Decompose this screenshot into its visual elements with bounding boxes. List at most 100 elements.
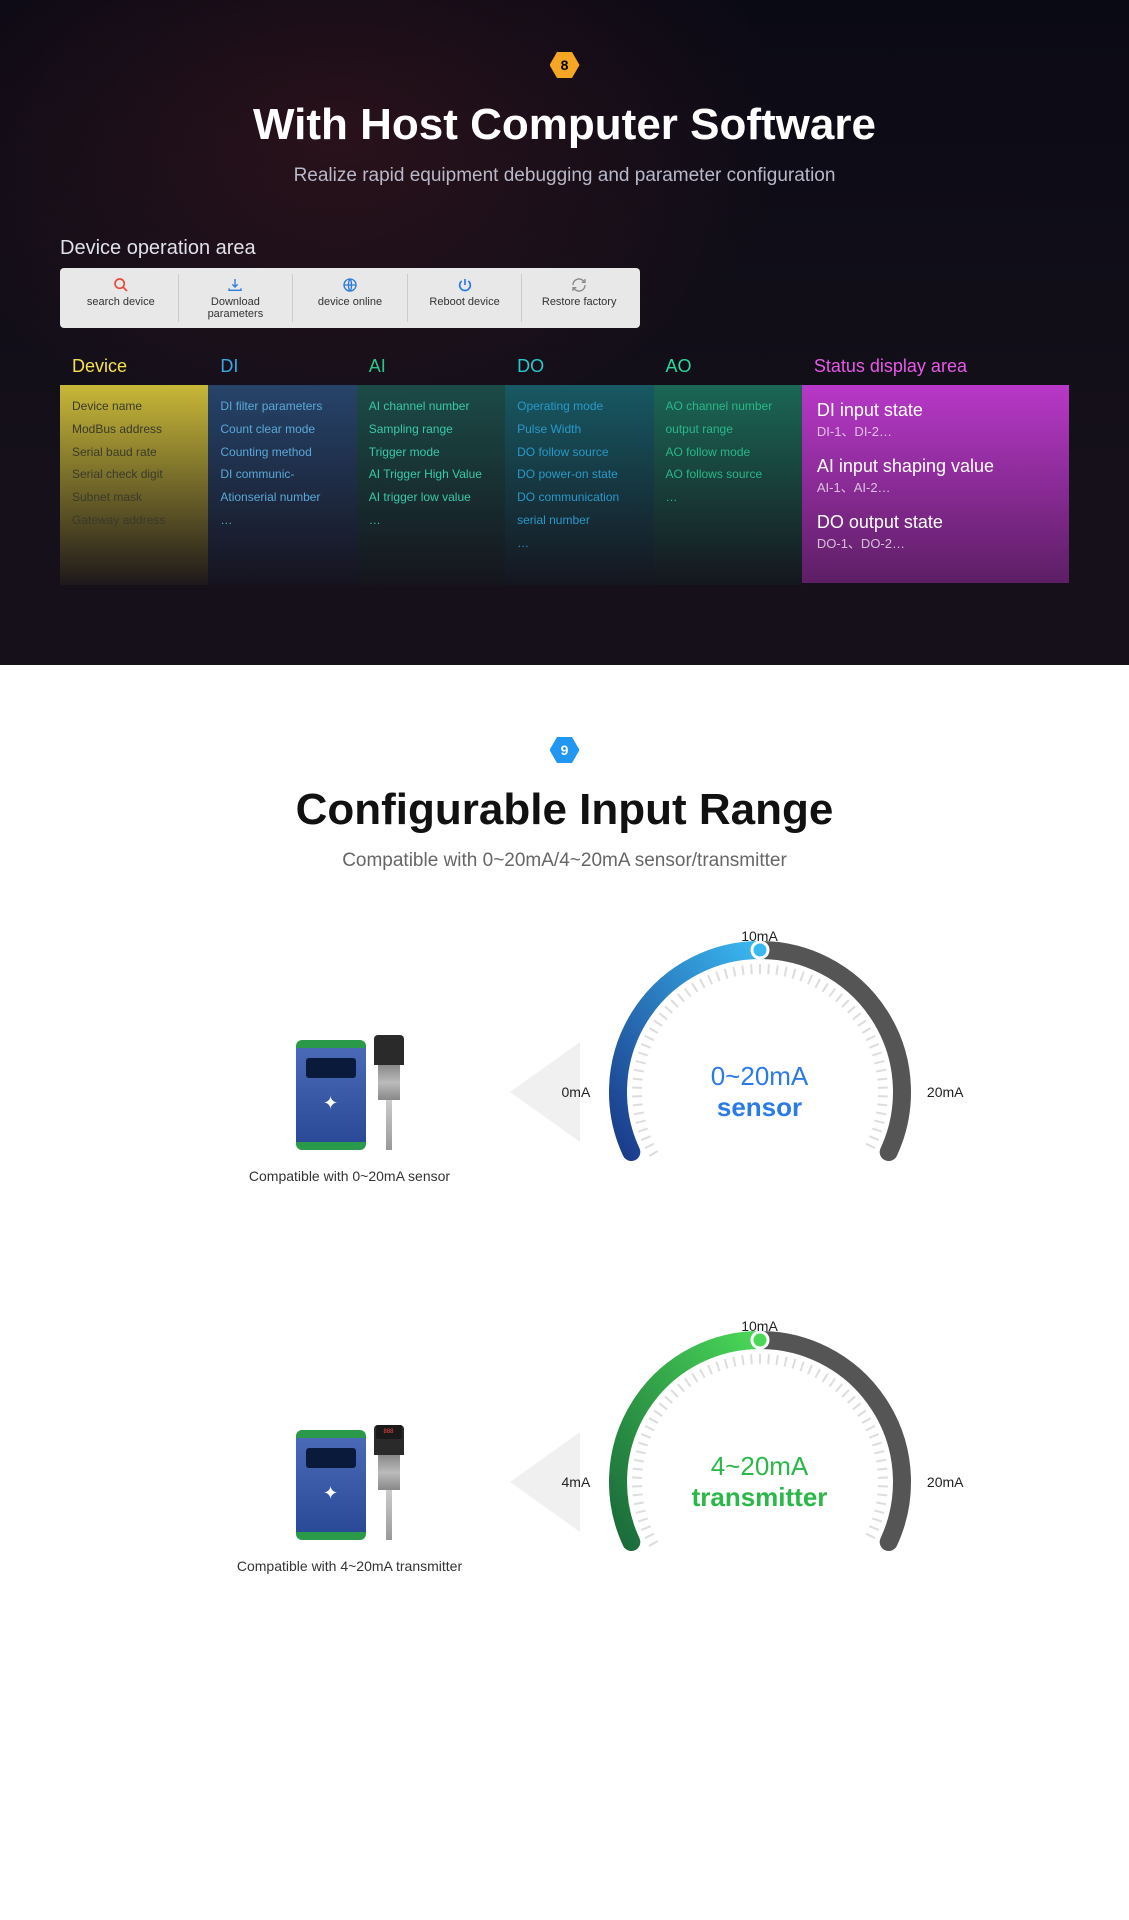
gauge-top-label: 10mA — [741, 928, 778, 944]
param-item: Ationserial number — [220, 486, 344, 509]
param-item: … — [72, 532, 196, 555]
param-item: DO power-on state — [517, 463, 641, 486]
param-item: … — [369, 509, 493, 532]
column-body: AI channel numberSampling rangeTrigger m… — [357, 385, 505, 585]
param-item: Device name — [72, 395, 196, 418]
status-sub: AI-1、AI-2… — [817, 477, 1054, 496]
param-item: AI Trigger High Value — [369, 463, 493, 486]
section-9-subtitle: Compatible with 0~20mA/4~20mA sensor/tra… — [60, 850, 1069, 872]
column-do: DO Operating modePulse WidthDO follow so… — [505, 348, 653, 585]
param-item: Gateway address — [72, 509, 196, 532]
gauge-row-0: Compatible with 0~20mA sensor 0~20mA sen… — [60, 932, 1069, 1252]
gauge-left-label: 0mA — [562, 1084, 591, 1100]
column-ao: AO AO channel numberoutput rangeAO follo… — [654, 348, 802, 585]
refresh-icon — [526, 276, 632, 294]
sensor-graphic — [374, 1035, 404, 1150]
param-item: DI communic- — [220, 463, 344, 486]
param-item: DO communication — [517, 486, 641, 509]
status-header: Status display area — [802, 348, 1069, 385]
column-di: DI DI filter parametersCount clear modeC… — [208, 348, 356, 585]
device-block: Compatible with 0~20mA sensor — [210, 1000, 490, 1184]
toolbar-search-button[interactable]: search device — [64, 274, 179, 322]
gauge-center-label: 4~20mA transmitter — [692, 1451, 828, 1513]
param-item: AO follow mode — [666, 441, 790, 464]
column-header: Device — [60, 348, 208, 385]
gauge-right-label: 20mA — [927, 1084, 964, 1100]
gauge: 4~20mA transmitter 10mA 4mA 20mA — [600, 1322, 920, 1642]
transmitter-graphic: 888 — [374, 1423, 404, 1540]
power-icon — [412, 276, 518, 294]
param-item: serial number — [517, 509, 641, 532]
param-item: AI trigger low value — [369, 486, 493, 509]
gauge-type: sensor — [711, 1092, 809, 1123]
gauge-range: 0~20mA — [711, 1061, 809, 1092]
column-header: AI — [357, 348, 505, 385]
param-item: Operating mode — [517, 395, 641, 418]
status-display-column: Status display area DI input stateDI-1、D… — [802, 348, 1069, 585]
toolbar-label: device online — [297, 296, 403, 308]
param-item: Serial baud rate — [72, 441, 196, 464]
param-item: AO channel number — [666, 395, 790, 418]
section-badge-9: 9 — [550, 735, 580, 765]
search-icon — [68, 276, 174, 294]
device-caption: Compatible with 4~20mA transmitter — [210, 1558, 490, 1574]
param-item: Trigger mode — [369, 441, 493, 464]
gauge-range: 4~20mA — [692, 1451, 828, 1482]
parameter-grid: Device Device nameModBus addressSerial b… — [60, 348, 1069, 585]
gauge-top-label: 10mA — [741, 1318, 778, 1334]
toolbar-download-button[interactable]: Download parameters — [179, 274, 294, 322]
column-ai: AI AI channel numberSampling rangeTrigge… — [357, 348, 505, 585]
param-item: Serial check digit — [72, 463, 196, 486]
device-block: 888 Compatible with 4~20mA transmitter — [210, 1390, 490, 1574]
param-item: Count clear mode — [220, 418, 344, 441]
param-item: … — [666, 486, 790, 509]
download-icon — [183, 276, 289, 294]
param-item: … — [220, 509, 344, 532]
section-badge-8: 8 — [550, 50, 580, 80]
param-item: ModBus address — [72, 418, 196, 441]
section-8-subtitle: Realize rapid equipment debugging and pa… — [60, 165, 1069, 187]
column-header: DI — [208, 348, 356, 385]
toolbar-label: Reboot device — [412, 296, 518, 308]
io-module-graphic — [296, 1040, 366, 1150]
column-body: Operating modePulse WidthDO follow sourc… — [505, 385, 653, 585]
param-item: Counting method — [220, 441, 344, 464]
toolbar-label: Restore factory — [526, 296, 632, 308]
device-image: 888 — [210, 1390, 490, 1540]
column-body: Device nameModBus addressSerial baud rat… — [60, 385, 208, 585]
status-title: AI input shaping value — [817, 456, 1054, 477]
status-sub: DI-1、DI-2… — [817, 421, 1054, 440]
status-item: DI input stateDI-1、DI-2… — [817, 400, 1054, 440]
status-sub: DO-1、DO-2… — [817, 533, 1054, 552]
param-item: Pulse Width — [517, 418, 641, 441]
gauge-center-label: 0~20mA sensor — [711, 1061, 809, 1123]
device-caption: Compatible with 0~20mA sensor — [210, 1168, 490, 1184]
globe-icon — [297, 276, 403, 294]
column-body: DI filter parametersCount clear modeCoun… — [208, 385, 356, 585]
gauge-right-label: 20mA — [927, 1474, 964, 1490]
gauge-row-1: 888 Compatible with 4~20mA transmitter 4… — [60, 1322, 1069, 1642]
param-item: output range — [666, 418, 790, 441]
param-item: Sampling range — [369, 418, 493, 441]
section-8-host-software: 8 With Host Computer Software Realize ra… — [0, 0, 1129, 665]
status-item: AI input shaping valueAI-1、AI-2… — [817, 456, 1054, 496]
toolbar-power-button[interactable]: Reboot device — [408, 274, 523, 322]
gauge: 0~20mA sensor 10mA 0mA 20mA — [600, 932, 920, 1252]
column-header: AO — [654, 348, 802, 385]
toolbar-globe-button[interactable]: device online — [293, 274, 408, 322]
operation-area-label: Device operation area — [60, 237, 1069, 260]
section-8-title: With Host Computer Software — [60, 100, 1069, 150]
section-9-input-range: 9 Configurable Input Range Compatible wi… — [0, 665, 1129, 1772]
status-body: DI input stateDI-1、DI-2… AI input shaping… — [802, 385, 1069, 583]
param-item: AO follows source — [666, 463, 790, 486]
device-image — [210, 1000, 490, 1150]
io-module-graphic — [296, 1430, 366, 1540]
gauge-left-label: 4mA — [562, 1474, 591, 1490]
column-device: Device Device nameModBus addressSerial b… — [60, 348, 208, 585]
column-header: DO — [505, 348, 653, 385]
status-title: DO output state — [817, 512, 1054, 533]
device-toolbar: search deviceDownload parametersdevice o… — [60, 268, 640, 328]
toolbar-refresh-button[interactable]: Restore factory — [522, 274, 636, 322]
param-item: DI filter parameters — [220, 395, 344, 418]
status-item: DO output stateDO-1、DO-2… — [817, 512, 1054, 552]
